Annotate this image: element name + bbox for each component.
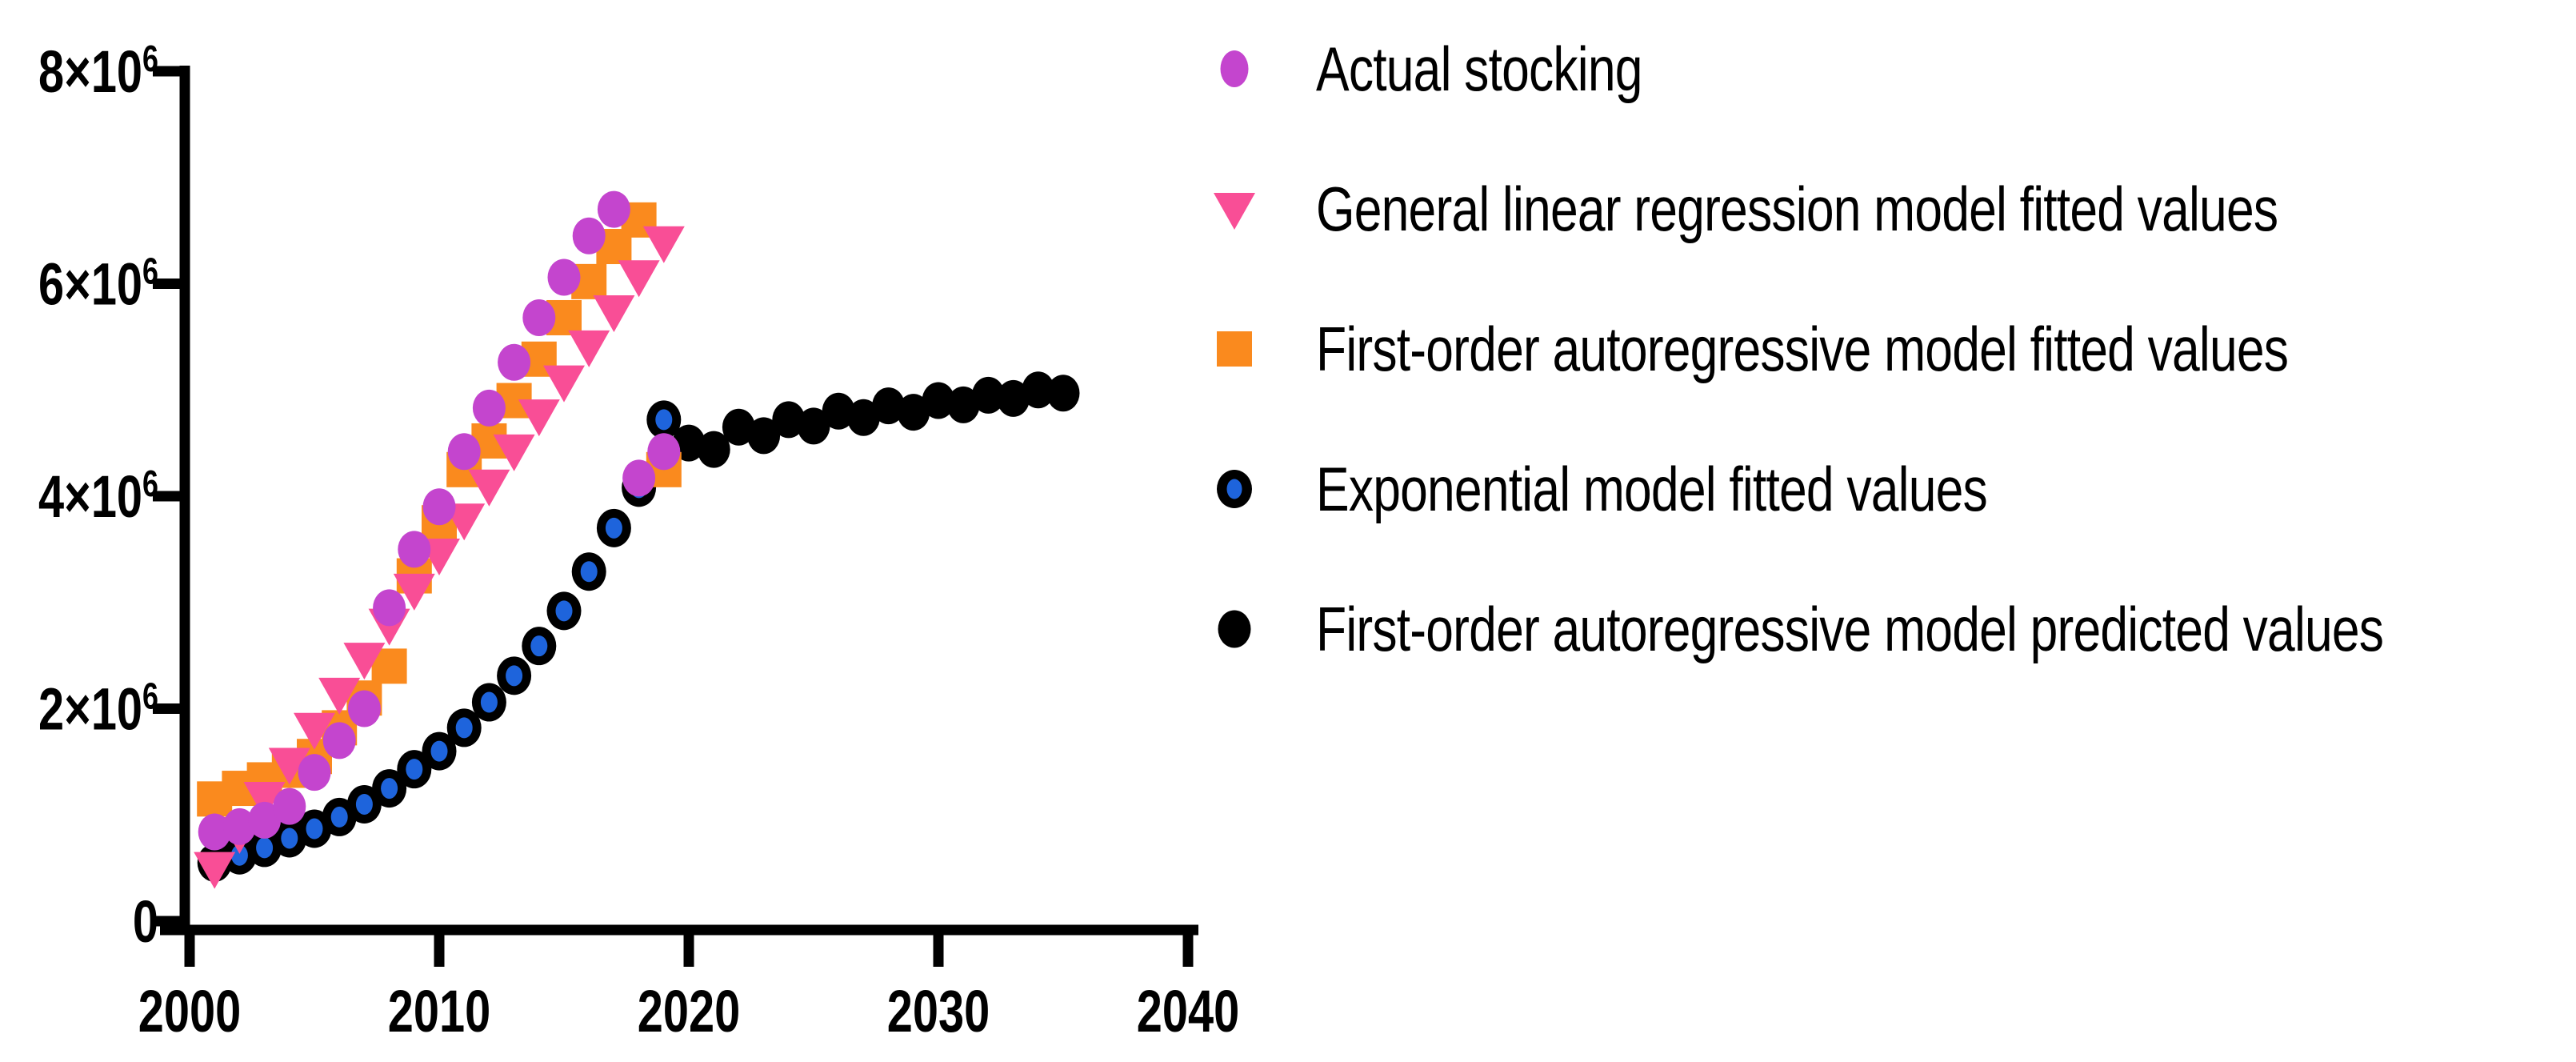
y-tick-label: 8×106: [38, 38, 158, 106]
actual-stocking-marker-icon: [1220, 50, 1249, 87]
legend-item-glm-fitted: General linear regression model fitted v…: [1198, 173, 2518, 245]
x-tick-label: 2010: [388, 979, 490, 1045]
x-tick-label: 2020: [638, 979, 740, 1045]
legend-label: Exponential model fitted values: [1316, 453, 1988, 524]
series-4-points: [672, 371, 1080, 468]
series-0-points: [198, 190, 681, 851]
legend-item-exponential-fitted: Exponential model fitted values: [1198, 453, 2155, 525]
ring-dot-marker-icon: [1217, 470, 1252, 508]
y-tick-label: 4×106: [38, 463, 158, 531]
legend-label: First-order autoregressive model fitted …: [1316, 313, 2289, 384]
legend-label: Actual stocking: [1316, 33, 1642, 104]
black-circle-marker-icon: [1218, 610, 1251, 648]
y-tick-label: 0: [133, 889, 158, 956]
legend-label: First-order autoregressive model predict…: [1316, 593, 2384, 664]
legend-item-ar-predicted: First-order autoregressive model predict…: [1198, 593, 2576, 665]
legend-item-actual-stocking: Actual stocking: [1198, 33, 1724, 105]
series-1-points: [194, 226, 685, 889]
x-tick-label: 2040: [1137, 979, 1239, 1045]
x-tick-label: 2000: [138, 979, 241, 1045]
x-tick-label: 2030: [887, 979, 990, 1045]
legend-item-ar-fitted: First-order autoregressive model fitted …: [1198, 313, 2531, 385]
legend-label: General linear regression model fitted v…: [1316, 173, 2278, 244]
y-tick-label: 2×106: [38, 675, 158, 743]
square-marker-icon: [1217, 331, 1252, 367]
y-tick-label: 6×106: [38, 250, 158, 318]
axes: 0 2×106 4×106 6×106 8×106 2000 2010 2020 2030 204…: [38, 38, 1239, 1045]
triangle-down-marker-icon: [1214, 193, 1255, 230]
